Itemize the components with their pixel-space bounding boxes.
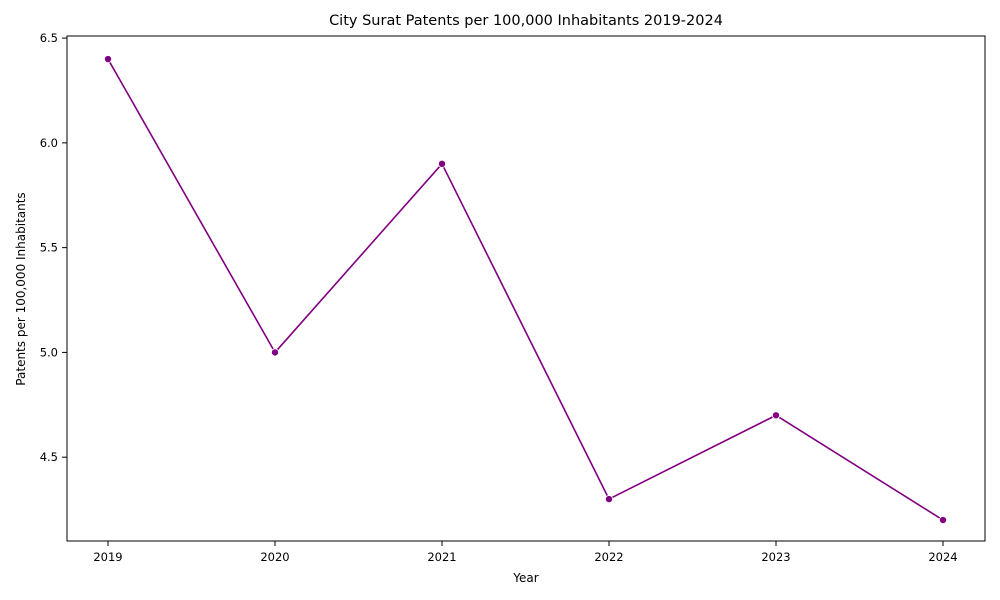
x-tick-label: 2020 xyxy=(260,550,289,564)
y-tick-label: 5.5 xyxy=(40,241,58,255)
y-tick-label: 4.5 xyxy=(40,450,58,464)
data-point xyxy=(772,412,779,419)
x-axis-label: Year xyxy=(512,571,538,585)
x-tick-label: 2024 xyxy=(928,550,957,564)
x-tick-label: 2019 xyxy=(93,550,122,564)
y-tick-label: 5.0 xyxy=(40,345,58,359)
chart-title: City Surat Patents per 100,000 Inhabitan… xyxy=(329,13,723,29)
x-tick-label: 2022 xyxy=(594,550,623,564)
data-point xyxy=(605,495,612,502)
data-point xyxy=(438,160,445,167)
x-tick-label: 2023 xyxy=(761,550,790,564)
y-tick-label: 6.5 xyxy=(40,31,58,45)
data-point xyxy=(271,349,278,356)
data-point xyxy=(939,516,946,523)
x-tick-label: 2021 xyxy=(427,550,456,564)
y-axis-label: Patents per 100,000 Inhabitants xyxy=(14,192,28,385)
y-tick-label: 6.0 xyxy=(40,136,58,150)
data-point xyxy=(104,55,111,62)
